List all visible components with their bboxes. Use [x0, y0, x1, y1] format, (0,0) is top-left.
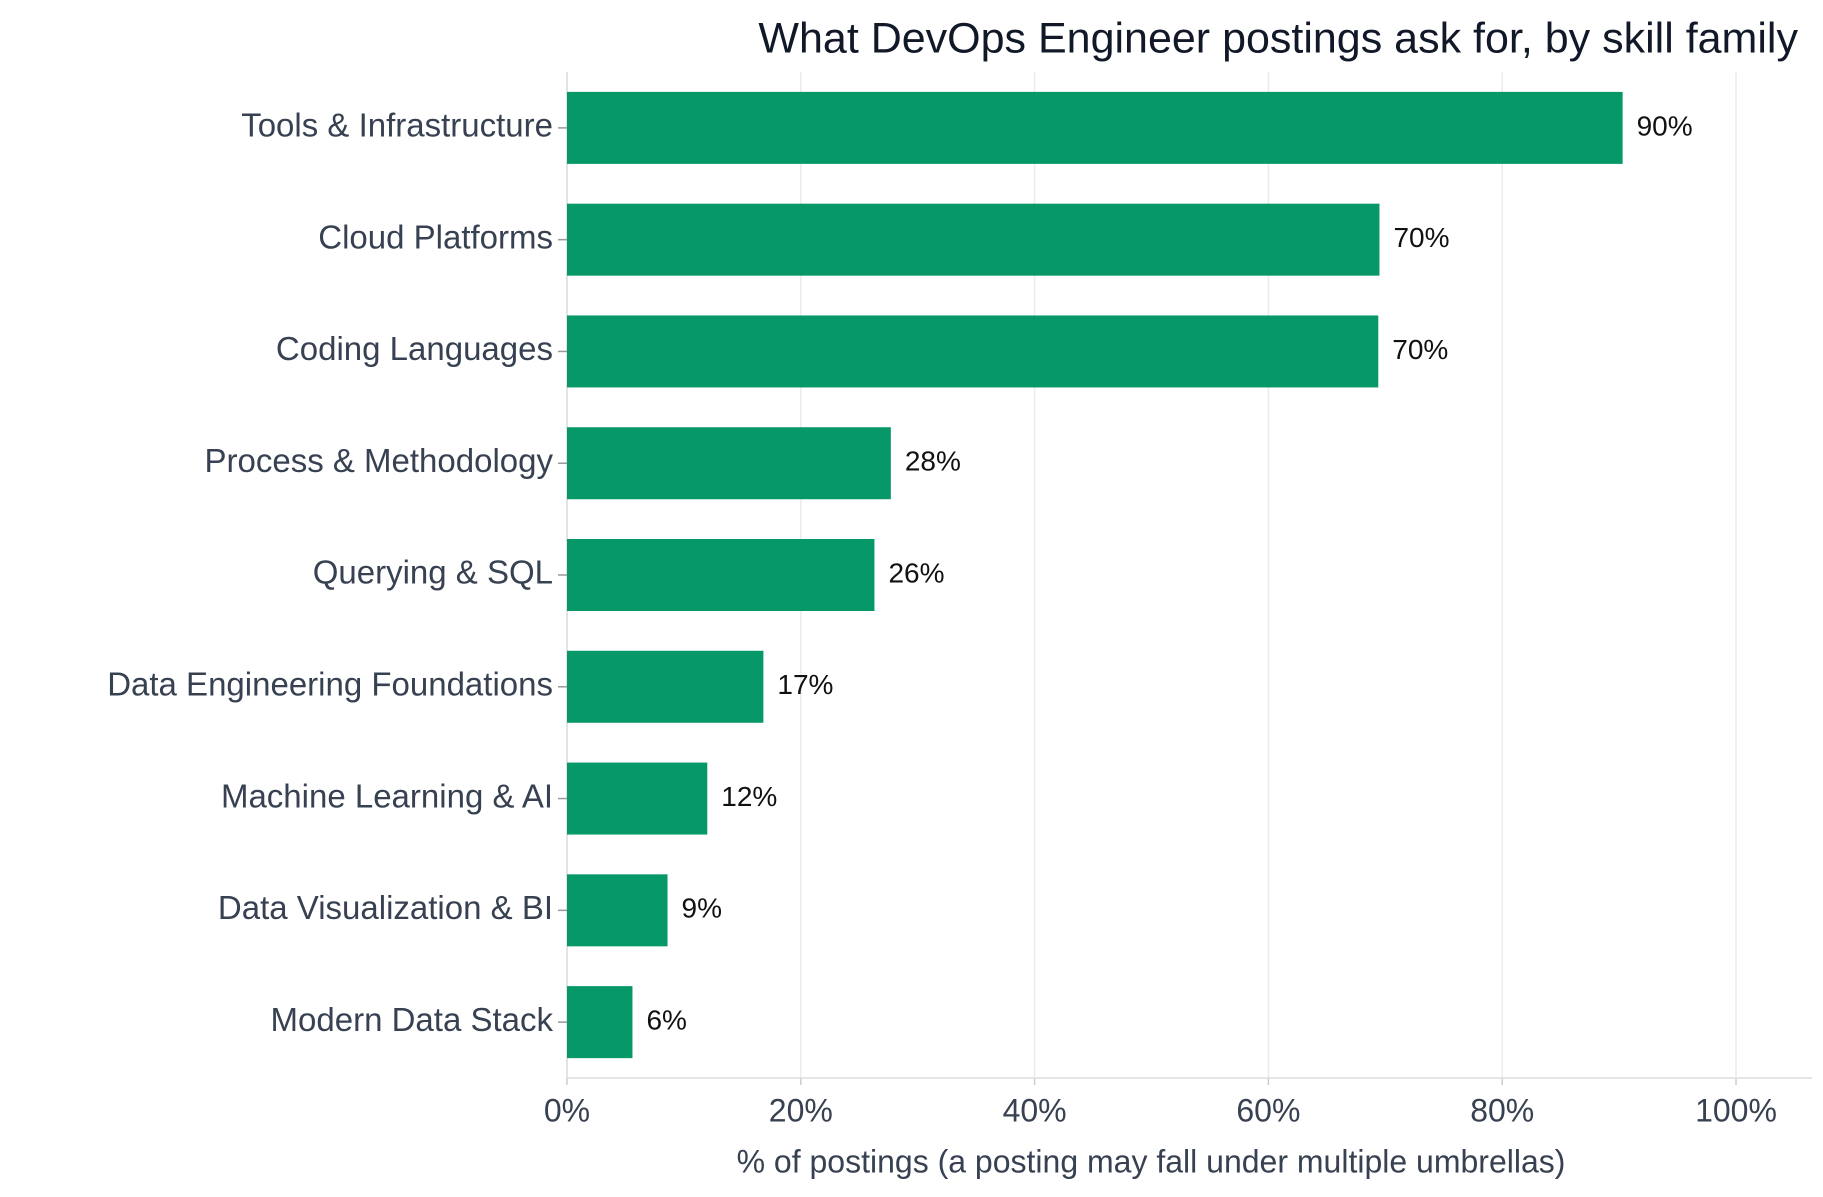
y-tick-label: Querying & SQL — [313, 554, 553, 591]
y-tick-label: Cloud Platforms — [318, 218, 553, 255]
bar — [567, 650, 764, 723]
data-label: 6% — [646, 1005, 686, 1036]
y-tick-label: Coding Languages — [276, 330, 553, 367]
x-tick-label: 80% — [1470, 1092, 1534, 1128]
x-axis-label: % of postings (a posting may fall under … — [737, 1143, 1566, 1179]
data-label: 28% — [905, 446, 961, 477]
bar — [567, 203, 1380, 276]
y-tick-label: Data Visualization & BI — [218, 889, 553, 926]
bar — [567, 315, 1379, 388]
x-tick-label: 20% — [769, 1092, 833, 1128]
bar — [567, 427, 891, 500]
y-tick-label: Modern Data Stack — [271, 1001, 554, 1038]
data-label: 12% — [721, 781, 777, 812]
data-label: 26% — [888, 557, 944, 588]
x-tick-label: 100% — [1695, 1092, 1777, 1128]
y-tick-label: Data Engineering Foundations — [107, 665, 553, 702]
bar — [567, 539, 875, 611]
y-tick-label: Process & Methodology — [204, 442, 553, 479]
x-tick-label: 60% — [1236, 1092, 1300, 1128]
data-label: 70% — [1393, 222, 1449, 253]
x-tick-label: 0% — [544, 1092, 590, 1128]
data-label: 70% — [1392, 334, 1448, 365]
y-tick-label: Machine Learning & AI — [221, 777, 553, 814]
data-label: 17% — [777, 669, 833, 700]
x-tick-label: 40% — [1003, 1092, 1067, 1128]
bar — [567, 874, 668, 947]
data-label: 90% — [1637, 110, 1693, 141]
bar — [567, 986, 633, 1059]
data-label: 9% — [682, 893, 722, 924]
bar — [567, 762, 708, 835]
y-tick-label: Tools & Infrastructure — [241, 107, 553, 144]
bar — [567, 91, 1623, 164]
chart-title: What DevOps Engineer postings ask for, b… — [758, 14, 1798, 62]
